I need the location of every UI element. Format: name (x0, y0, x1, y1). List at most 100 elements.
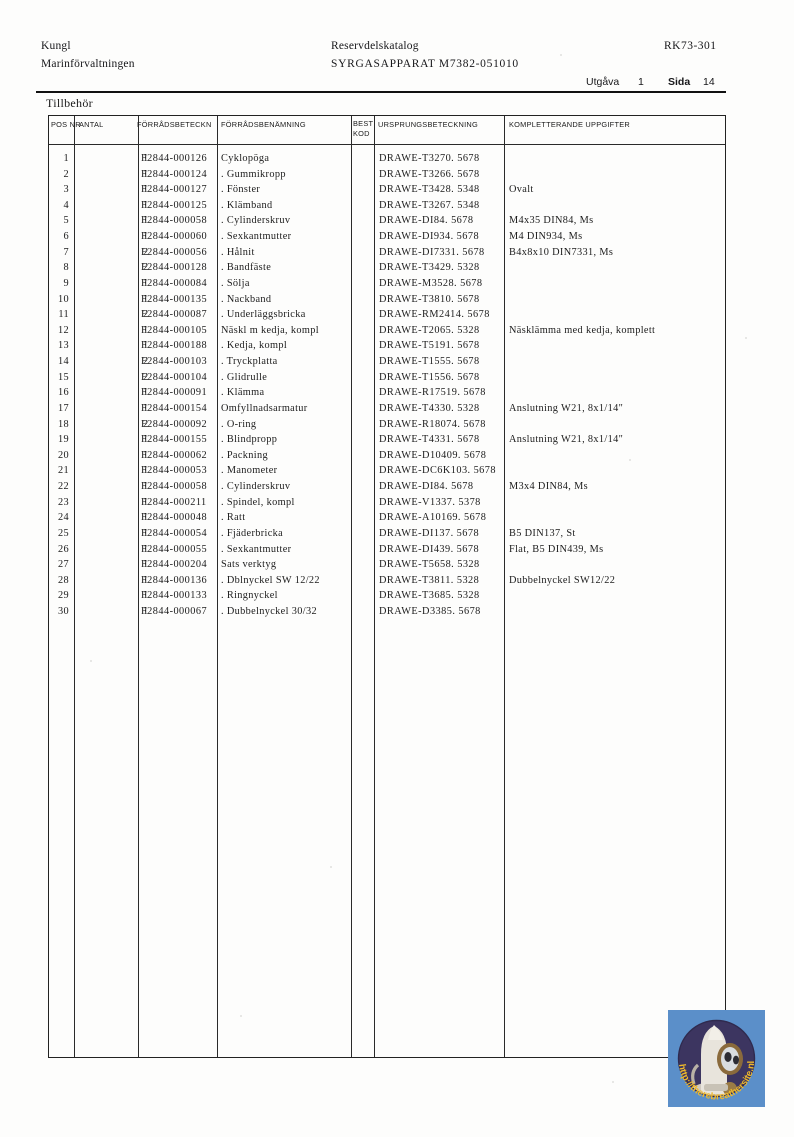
cell-antal: 1 (143, 199, 149, 211)
cell-forradsbenamning: . Fjäderbricka (221, 527, 284, 539)
cell-forradsbenamning: . Cylinderskruv (221, 215, 291, 227)
cell-ursprungsbeteckning: DRAWE-T5658. 5328 (379, 559, 480, 571)
page-label: Sida (668, 76, 691, 88)
cell-ursprungsbeteckning: DRAWE-V1337. 5378 (379, 496, 481, 508)
column-header-best-kod-line2: KOD (353, 129, 370, 138)
column-header-forradsbenamning: FÖRRÅDSBENÄMNING (221, 120, 306, 129)
cell-forradsbeteckn: F2844-000053 (141, 465, 208, 477)
cell-pos-nr: 18 (58, 418, 69, 430)
cell-antal: 2 (143, 262, 149, 274)
cell-forradsbenamning: . Cylinderskruv (221, 481, 291, 493)
cell-forradsbeteckn: F2844-000154 (141, 402, 208, 414)
cell-antal: 1 (143, 293, 149, 305)
cell-pos-nr: 13 (58, 340, 69, 352)
cell-forradsbeteckn: F2844-000136 (141, 574, 208, 586)
cell-forradsbeteckn: F2844-000055 (141, 543, 208, 555)
cell-forradsbenamning: . Sexkantmutter (221, 543, 292, 555)
cell-ursprungsbeteckning: DRAWE-A10169. 5678 (379, 512, 487, 524)
cell-antal: 1 (143, 559, 149, 571)
cell-forradsbeteckn: F2844-000204 (141, 559, 208, 571)
cell-antal: 2 (143, 246, 149, 258)
cell-forradsbenamning: . Klämband (221, 199, 273, 211)
column-rule-ursprung (504, 116, 505, 1057)
cell-ursprungsbeteckning: DRAWE-T3428. 5348 (379, 184, 480, 196)
cell-kompletterande-uppgifter: Anslutning W21, 8x1/14" (509, 434, 624, 446)
cell-antal: 1 (143, 496, 149, 508)
cell-antal: 1 (143, 184, 149, 196)
cell-forradsbeteckn: F2844-000103 (141, 356, 208, 368)
cell-ursprungsbeteckning: DRAWE-T3811. 5328 (379, 574, 480, 586)
cell-kompletterande-uppgifter: Näsklämma med kedja, komplett (509, 324, 656, 336)
cell-antal: 1 (143, 153, 149, 164)
cell-forradsbeteckn: F2844-000091 (141, 387, 208, 399)
column-rule-benamning (351, 116, 352, 1057)
cell-forradsbenamning: . Nackband (221, 293, 272, 305)
cell-ursprungsbeteckning: DRAWE-DI934. 5678 (379, 231, 480, 243)
cell-forradsbenamning: . Sölja (221, 277, 250, 289)
cell-pos-nr: 10 (58, 293, 69, 305)
cell-pos-nr: 9 (63, 277, 69, 289)
cell-forradsbeteckn: F2844-000126 (141, 153, 208, 164)
cell-antal: 1 (143, 543, 149, 555)
cell-forradsbenamning: . Ringnyckel (221, 590, 278, 602)
column-rule-forrad (217, 116, 218, 1057)
cell-ursprungsbeteckning: DRAWE-T3429. 5328 (379, 262, 480, 274)
apparatus-designation: SYRGASAPPARAT M7382-051010 (331, 58, 519, 70)
cell-ursprungsbeteckning: DRAWE-M3528. 5678 (379, 277, 483, 289)
cell-pos-nr: 3 (63, 184, 69, 196)
cell-ursprungsbeteckning: DRAWE-T3685. 5328 (379, 590, 480, 602)
cell-antal: 1 (143, 340, 149, 352)
column-header-kompletterande: KOMPLETTERANDE UPPGIFTER (509, 120, 630, 129)
cell-forradsbeteckn: F2844-000060 (141, 231, 208, 243)
cell-forradsbeteckn: F2844-000058 (141, 215, 208, 227)
cell-forradsbeteckn: F2844-000211 (141, 496, 207, 508)
cell-ursprungsbeteckning: DRAWE-R18074. 5678 (379, 418, 486, 430)
cell-forradsbenamning: . Fönster (221, 184, 261, 196)
edition-value: 1 (638, 76, 644, 88)
cell-forradsbenamning: . Glidrulle (221, 371, 268, 383)
cell-ursprungsbeteckning: DRAWE-T3267. 5348 (379, 199, 480, 211)
cell-forradsbenamning: . Bandfäste (221, 262, 272, 274)
scan-speck (152, 347, 154, 349)
scan-speck (745, 337, 747, 339)
cell-forradsbeteckn: F2844-000087 (141, 309, 208, 321)
cell-forradsbenamning: Sats verktyg (221, 559, 277, 571)
cell-pos-nr: 26 (58, 543, 69, 555)
cell-antal: 1 (143, 590, 149, 602)
cell-forradsbenamning: . Ratt (221, 512, 246, 524)
cell-forradsbeteckn: F2844-000056 (141, 246, 208, 258)
scan-speck (240, 1015, 242, 1017)
cell-pos-nr: 11 (58, 309, 69, 321)
cell-ursprungsbeteckning: DRAWE-T4330. 5328 (379, 402, 480, 414)
cell-pos-nr: 15 (58, 371, 69, 383)
cell-forradsbenamning: . Tryckplatta (221, 356, 278, 368)
catalog-title: Reservdelskatalog (331, 40, 419, 52)
cell-ursprungsbeteckning: DRAWE-T3810. 5678 (379, 293, 480, 305)
scan-speck (560, 54, 562, 56)
cell-ursprungsbeteckning: DRAWE-T4331. 5678 (379, 434, 480, 446)
header-divider (36, 91, 726, 94)
cell-antal: 1 (143, 605, 149, 617)
cell-ursprungsbeteckning: DRAWE-DI7331. 5678 (379, 246, 485, 258)
cell-pos-nr: 4 (63, 199, 69, 211)
cell-forradsbenamning: . Packning (221, 449, 268, 461)
cell-pos-nr: 8 (63, 262, 69, 274)
cell-kompletterande-uppgifter: B5 DIN137, St (509, 527, 576, 539)
cell-forradsbenamning: . O-ring (221, 418, 257, 430)
cell-forradsbeteckn: F2844-000125 (141, 199, 208, 211)
cell-pos-nr: 6 (63, 231, 69, 243)
cell-ursprungsbeteckning: DRAWE-DI84. 5678 (379, 215, 474, 227)
watermark-graphic: http://therebreathersite.nl (668, 1010, 765, 1107)
parts-table: POS NR ANTAL FÖRRÅDSBETECKN FÖRRÅDSBENÄM… (48, 115, 726, 1058)
cell-kompletterande-uppgifter: Dubbelnyckel SW12/22 (509, 574, 616, 586)
cell-kompletterande-uppgifter: Anslutning W21, 8x1/14" (509, 402, 624, 414)
cell-forradsbeteckn: F2844-000128 (141, 262, 208, 274)
cell-antal: 1 (143, 449, 149, 461)
cell-antal: 2 (143, 418, 149, 430)
cell-pos-nr: 30 (58, 605, 69, 617)
column-header-ursprungsbeteckning: URSPRUNGSBETECKNING (378, 120, 479, 129)
cell-ursprungsbeteckning: DRAWE-DC6K103. 5678 (379, 465, 496, 477)
cell-antal: 1 (143, 168, 149, 180)
cell-antal: 2 (143, 356, 149, 368)
cell-forradsbeteckn: F2844-000067 (141, 605, 208, 617)
